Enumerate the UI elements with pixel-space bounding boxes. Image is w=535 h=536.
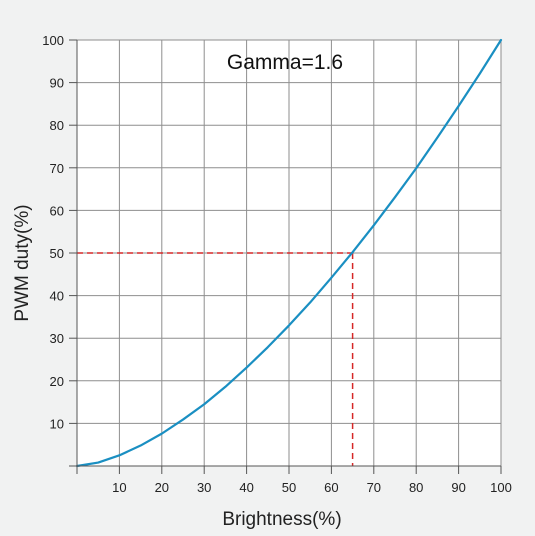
y-axis-label: PWM duty(%): [12, 204, 33, 321]
x-tick-label: 100: [490, 480, 512, 495]
series-layer: [75, 38, 503, 468]
y-tick-label: 50: [50, 246, 64, 261]
y-tick-labels: 10 20 30 40 50 60 70 80 90 100: [42, 33, 64, 431]
x-tick-label: 70: [367, 480, 381, 495]
x-tick-label: 40: [239, 480, 253, 495]
y-tick-label: 10: [50, 416, 64, 431]
axes: [69, 39, 502, 474]
x-tick-label: 20: [155, 480, 169, 495]
x-tick-label: 80: [409, 480, 423, 495]
x-tick-label: 90: [451, 480, 465, 495]
reference-lines: [77, 252, 354, 466]
y-tick-label: 20: [50, 374, 64, 389]
y-tick-label: 40: [50, 289, 64, 304]
x-tick-label: 60: [324, 480, 338, 495]
x-axis-label: Brightness(%): [222, 509, 341, 530]
x-tick-label: 10: [112, 480, 126, 495]
x-tick-label: 30: [197, 480, 211, 495]
y-tick-label: 70: [50, 161, 64, 176]
gamma-annotation: Gamma=1.6: [227, 51, 343, 74]
gamma-curve-line: [75, 38, 503, 468]
x-tick-labels: 10 20 30 40 50 60 70 80 90 100: [112, 480, 512, 495]
y-tick-label: 80: [50, 118, 64, 133]
y-tick-label: 90: [50, 76, 64, 91]
y-tick-label: 30: [50, 331, 64, 346]
y-tick-label: 60: [50, 203, 64, 218]
x-tick-label: 50: [282, 480, 296, 495]
y-tick-label: 100: [42, 33, 64, 48]
